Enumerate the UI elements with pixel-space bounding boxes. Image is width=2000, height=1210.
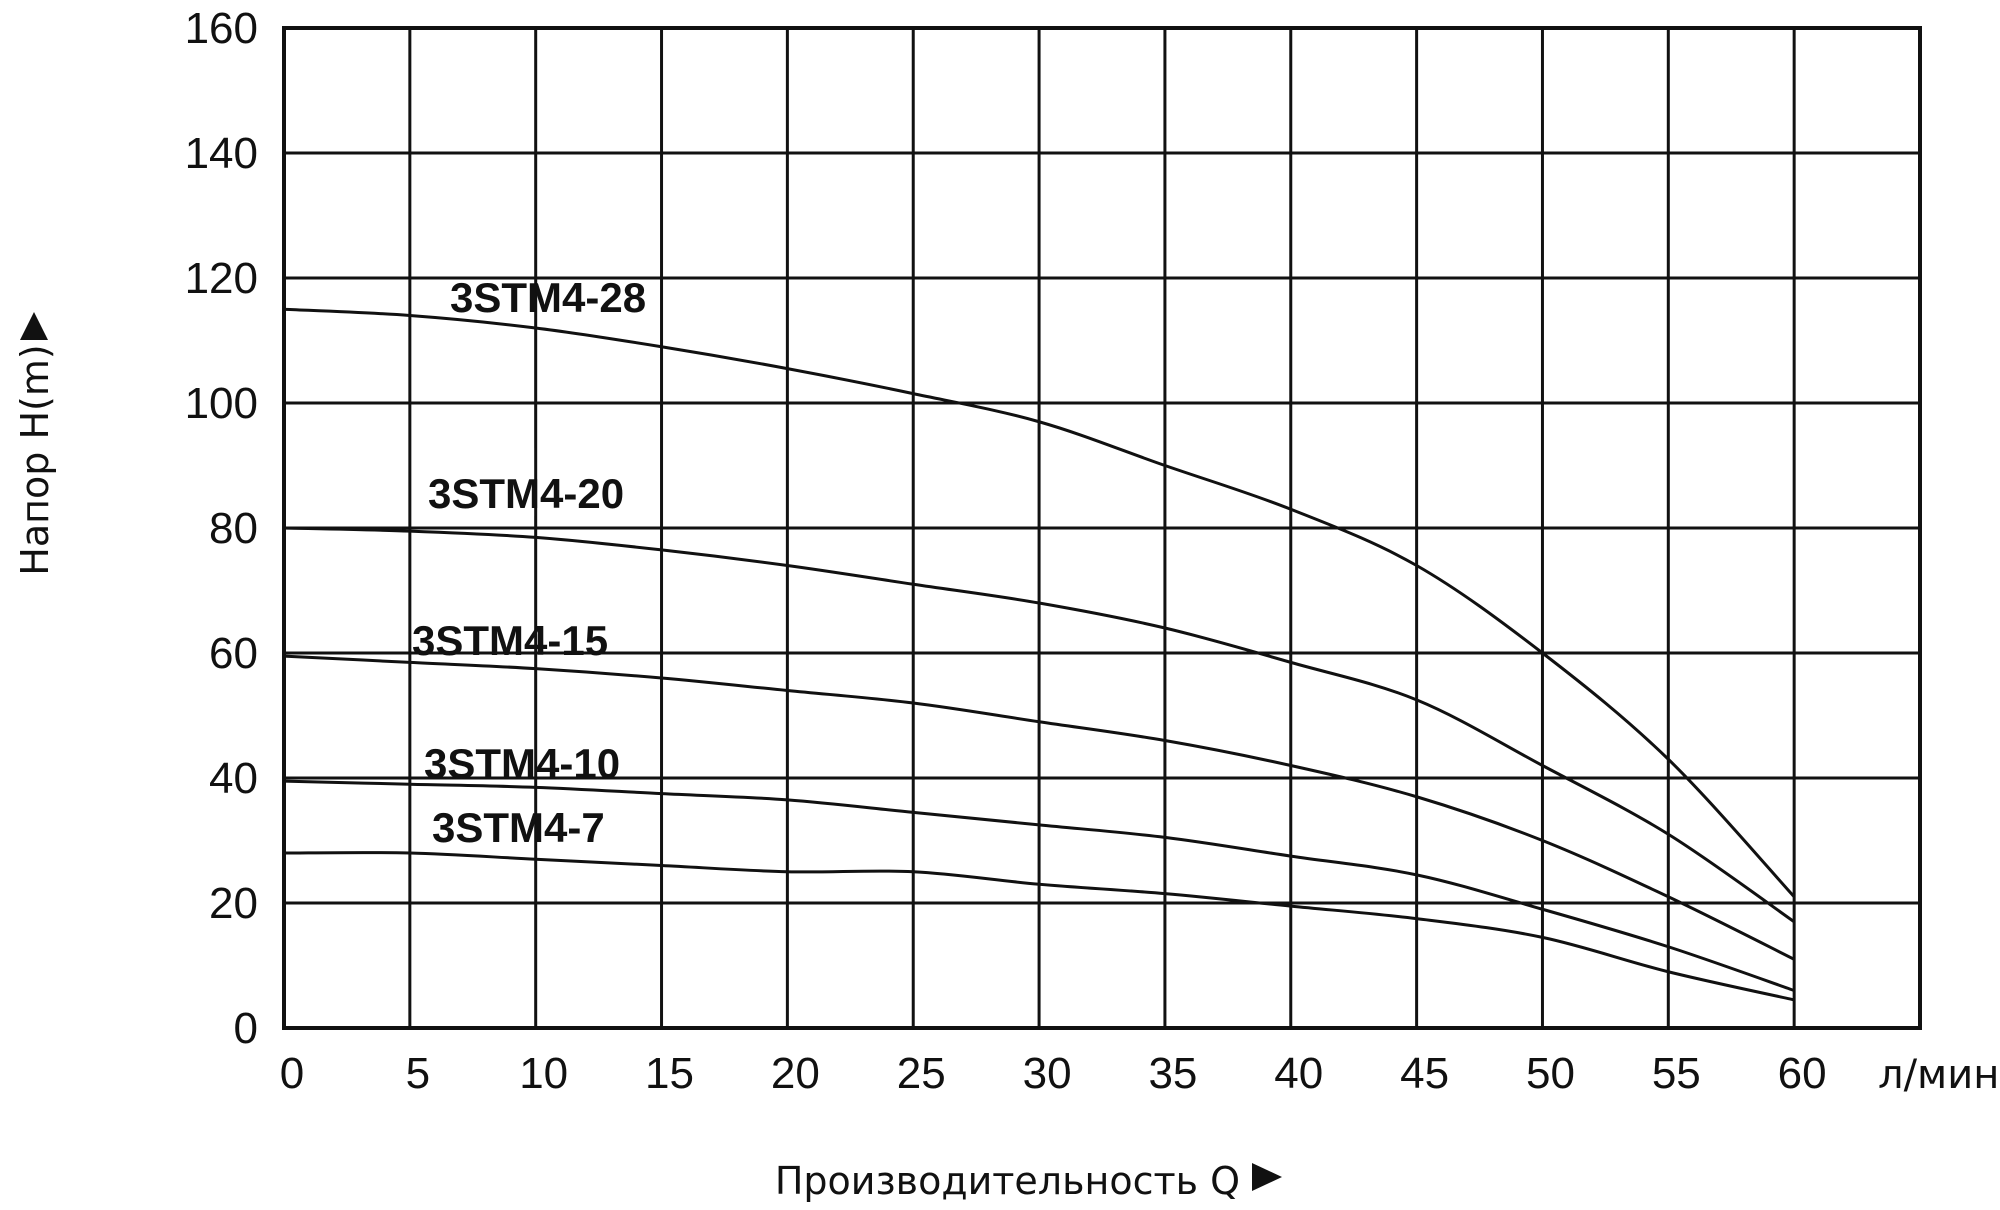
x-tick-label: 20: [771, 1049, 820, 1098]
y-tick-label: 0: [234, 1004, 258, 1053]
x-tick-label: 35: [1148, 1049, 1197, 1098]
y-tick-label: 160: [185, 4, 258, 53]
y-tick-label: 140: [185, 129, 258, 178]
x-axis-arrow-icon: [1252, 1163, 1282, 1191]
series-label: 3STM4-10: [424, 740, 620, 787]
y-tick-label: 100: [185, 379, 258, 428]
x-tick-label: 50: [1526, 1049, 1575, 1098]
series-curve-3stm4-10: [283, 779, 1795, 992]
y-axis-title: Напор H(m): [13, 344, 57, 575]
x-tick-label: 40: [1274, 1049, 1323, 1098]
series-curve-3stm4-7: [283, 851, 1795, 1002]
x-tick-label: 60: [1778, 1049, 1827, 1098]
y-tick-label: 60: [209, 629, 258, 678]
x-tick-label: 25: [897, 1049, 946, 1098]
series-labels: 3STM4-28 3STM4-20 3STM4-15 3STM4-10 3STM4-7: [412, 274, 646, 851]
y-tick-label: 40: [209, 754, 258, 803]
series-label: 3STM4-20: [428, 470, 624, 517]
x-axis-unit: л/мин: [1878, 1052, 1999, 1098]
y-axis-arrow-icon: [20, 312, 48, 340]
series-label: 3STM4-28: [450, 274, 646, 321]
x-tick-label: 15: [645, 1049, 694, 1098]
x-axis-title: Производительность Q: [775, 1159, 1240, 1203]
y-tick-label: 20: [209, 879, 258, 928]
series-label: 3STM4-15: [412, 617, 608, 664]
x-tick-label: 45: [1400, 1049, 1449, 1098]
x-tick-label: 30: [1023, 1049, 1072, 1098]
y-tick-label: 80: [209, 504, 258, 553]
tick-labels: 0 20 40 60 80 100 120 140 160 0 5 10 15 20 25 30 35 40 45 5…: [185, 4, 1827, 1098]
x-tick-label: 10: [519, 1049, 568, 1098]
y-tick-label: 120: [185, 254, 258, 303]
x-tick-label: 5: [406, 1049, 430, 1098]
grid: [282, 26, 1922, 1030]
series-label: 3STM4-7: [432, 804, 605, 851]
x-tick-label: 55: [1652, 1049, 1701, 1098]
x-tick-label: 0: [280, 1049, 304, 1098]
